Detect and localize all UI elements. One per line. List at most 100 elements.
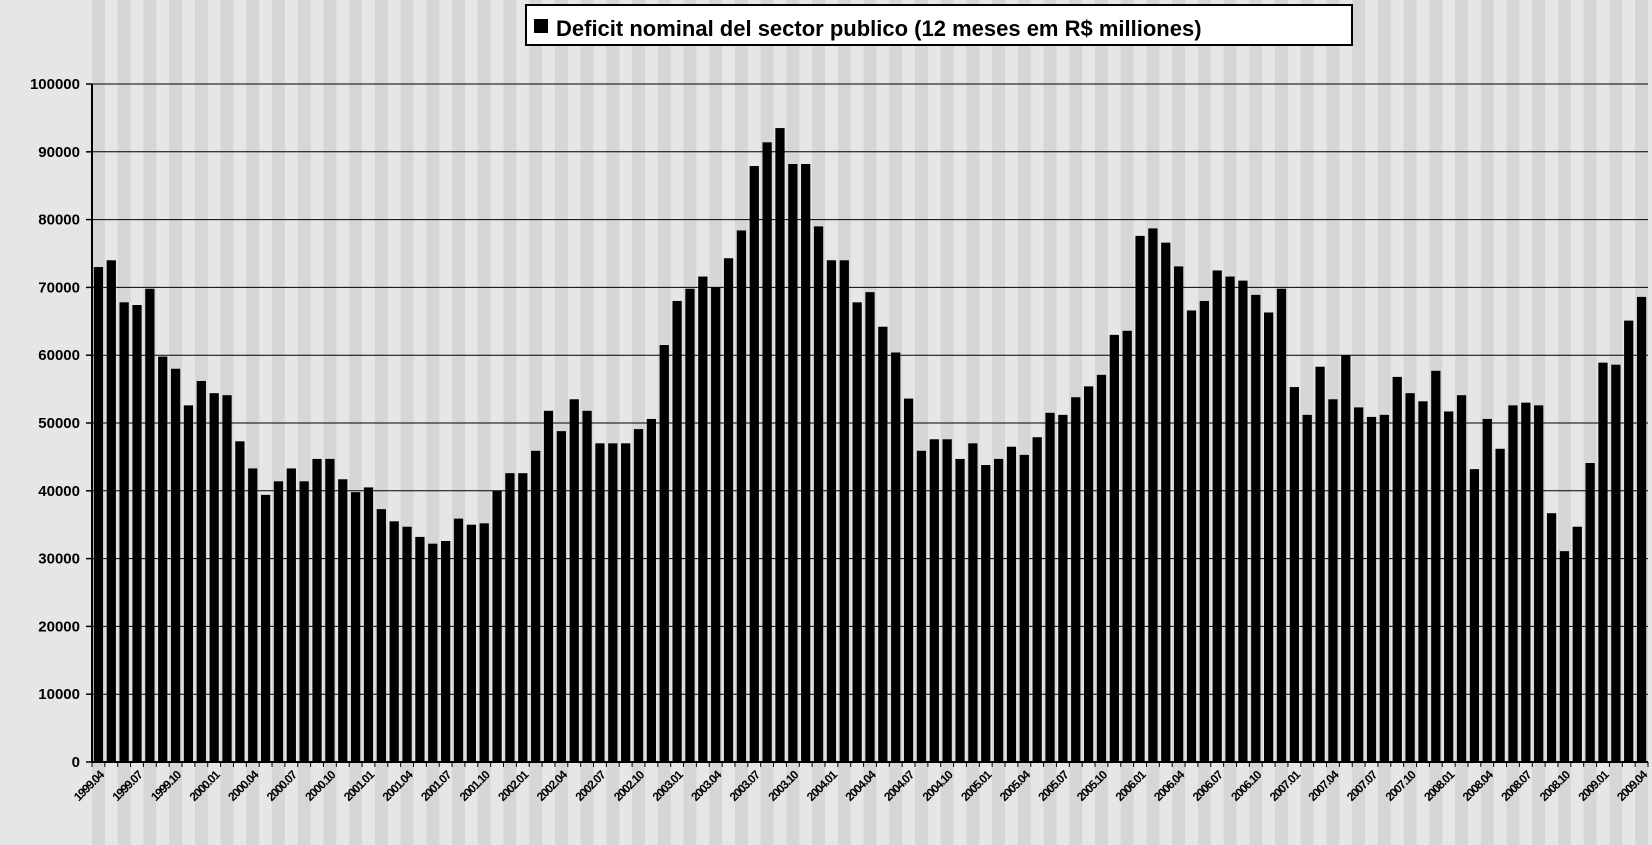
bar (1174, 266, 1184, 762)
bar (312, 458, 322, 762)
bar (1534, 405, 1544, 762)
bar (273, 481, 284, 762)
bar (466, 524, 476, 762)
bar (1264, 312, 1274, 762)
bar (1624, 320, 1634, 762)
bar (723, 258, 734, 762)
bar (633, 429, 644, 762)
bar (981, 465, 991, 762)
bar (196, 380, 206, 762)
bar (145, 288, 155, 762)
bar (1071, 397, 1081, 762)
bar (1251, 294, 1261, 762)
bar (852, 302, 862, 762)
bar (389, 521, 399, 762)
bar (1495, 448, 1505, 762)
y-tick-label: 100000 (30, 76, 80, 93)
bar (170, 368, 181, 762)
bar (1225, 276, 1235, 762)
bar (1636, 296, 1647, 762)
bar (1444, 411, 1454, 762)
bar (1109, 334, 1119, 762)
bar (415, 536, 425, 762)
bar (492, 490, 502, 762)
bar (608, 443, 618, 762)
bar (556, 431, 566, 762)
bar (531, 450, 541, 762)
bar (209, 393, 219, 762)
bar (543, 410, 554, 762)
bar (891, 352, 901, 762)
bar (1559, 551, 1570, 762)
bar (749, 166, 759, 763)
y-tick-label: 0 (72, 754, 80, 771)
bar (453, 518, 464, 762)
bar (1276, 288, 1287, 762)
bar (1212, 270, 1222, 762)
bar (1469, 469, 1480, 762)
bar (260, 494, 271, 762)
bar (801, 164, 811, 762)
y-tick-label: 70000 (38, 279, 80, 296)
legend-label: Deficit nominal del sector publico (12 m… (556, 16, 1202, 41)
bar (1161, 242, 1171, 762)
bar (235, 441, 245, 762)
bar (1366, 416, 1377, 762)
bar (1122, 330, 1132, 762)
bar (698, 276, 708, 762)
bar (1199, 300, 1209, 762)
y-tick-label: 80000 (38, 212, 80, 229)
bar (672, 300, 682, 762)
bar (865, 292, 875, 762)
bar (621, 443, 631, 762)
bar (993, 458, 1004, 762)
bar (968, 443, 978, 762)
bar (1058, 414, 1068, 762)
bars (93, 128, 1647, 763)
bar (595, 443, 605, 762)
bar (1006, 446, 1017, 762)
y-tick-labels: 0 10000 20000 30000 40000 50000 60000 70000 8000… (30, 76, 80, 771)
bar (1083, 386, 1094, 762)
y-tick-label: 30000 (38, 551, 80, 568)
bar (711, 287, 721, 762)
bar (1289, 387, 1299, 762)
bar (106, 260, 116, 762)
bar (839, 260, 849, 762)
bar (646, 418, 657, 762)
bar (1431, 370, 1441, 762)
y-tick-label: 40000 (38, 483, 80, 500)
bar (1611, 364, 1621, 762)
bar (1096, 374, 1107, 762)
bar (402, 526, 412, 762)
y-tick-label: 90000 (38, 144, 80, 161)
bar (1585, 463, 1595, 762)
bar (1521, 402, 1531, 762)
bar (505, 473, 515, 762)
bar (685, 288, 695, 762)
bar (813, 226, 824, 762)
bar (183, 405, 194, 762)
bar (325, 458, 335, 762)
bar (1546, 513, 1557, 762)
bar (736, 230, 747, 762)
bar (1032, 437, 1042, 762)
legend-swatch (534, 19, 548, 33)
bar (119, 302, 129, 762)
bar (518, 473, 528, 762)
bar (1482, 418, 1492, 762)
y-tick-label: 60000 (38, 347, 80, 364)
bar (582, 410, 592, 762)
bar (775, 128, 785, 762)
bar (1341, 355, 1351, 762)
bar (1456, 395, 1467, 762)
bar (1354, 407, 1364, 762)
bar (441, 540, 451, 762)
legend: Deficit nominal del sector publico (12 m… (525, 4, 1353, 46)
bar (916, 450, 927, 762)
bar (1135, 235, 1145, 762)
legend-box (525, 4, 1353, 46)
bar (376, 509, 386, 762)
bar (1045, 412, 1055, 762)
